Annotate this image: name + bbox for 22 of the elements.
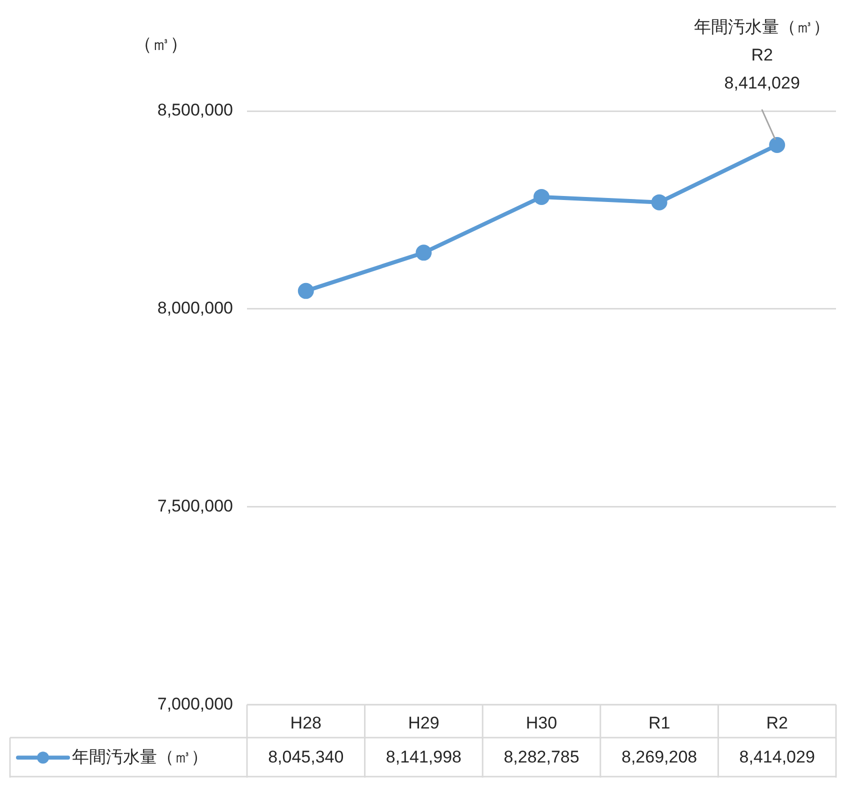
data-label: 8,282,785: [504, 747, 580, 766]
y-tick-label: 7,500,000: [157, 496, 233, 516]
y-axis-title: （㎥）: [134, 34, 188, 54]
x-tick-label: H30: [526, 713, 558, 732]
y-tick-label: 8,000,000: [157, 298, 233, 318]
point: [416, 244, 432, 261]
point: [298, 282, 314, 299]
data-label: 8,141,998: [386, 747, 462, 766]
point: [651, 194, 668, 210]
x-tick-label: H29: [408, 713, 440, 732]
x-tick-label: H28: [290, 713, 322, 732]
point: [769, 137, 786, 154]
annotation: 年間汚水量（㎥） R2 8,414,029: [694, 18, 830, 93]
y-tick-label: 8,500,000: [157, 100, 233, 120]
x-tick-label: R1: [648, 713, 670, 732]
y-tick-label: 7,000,000: [157, 694, 233, 714]
x-tick-label: R2: [766, 713, 788, 732]
legend-label: 年間汚水量（㎥）: [72, 747, 208, 766]
data-label: 8,414,029: [739, 747, 815, 766]
data-label: 8,045,340: [268, 747, 344, 766]
data-label: 8,269,208: [621, 747, 698, 766]
point: [534, 188, 550, 205]
